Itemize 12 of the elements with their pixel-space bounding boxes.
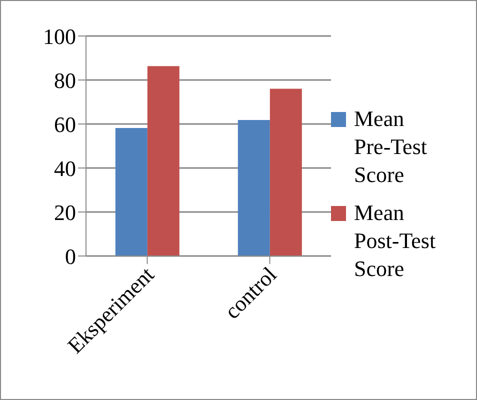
bar	[147, 66, 180, 256]
bar	[115, 128, 148, 256]
bar	[238, 120, 270, 256]
y-tick-label: 60	[54, 112, 76, 137]
bar	[270, 88, 302, 256]
y-tick-label: 80	[54, 68, 76, 93]
y-tick-label: 0	[65, 244, 76, 269]
y-tick-label: 20	[54, 200, 76, 225]
y-tick-label: 40	[54, 156, 76, 181]
legend-label: Mean Pre-Test Score	[354, 104, 428, 188]
legend-label: Mean Post-Test Score	[354, 198, 437, 282]
y-tick-label: 100	[43, 24, 76, 49]
